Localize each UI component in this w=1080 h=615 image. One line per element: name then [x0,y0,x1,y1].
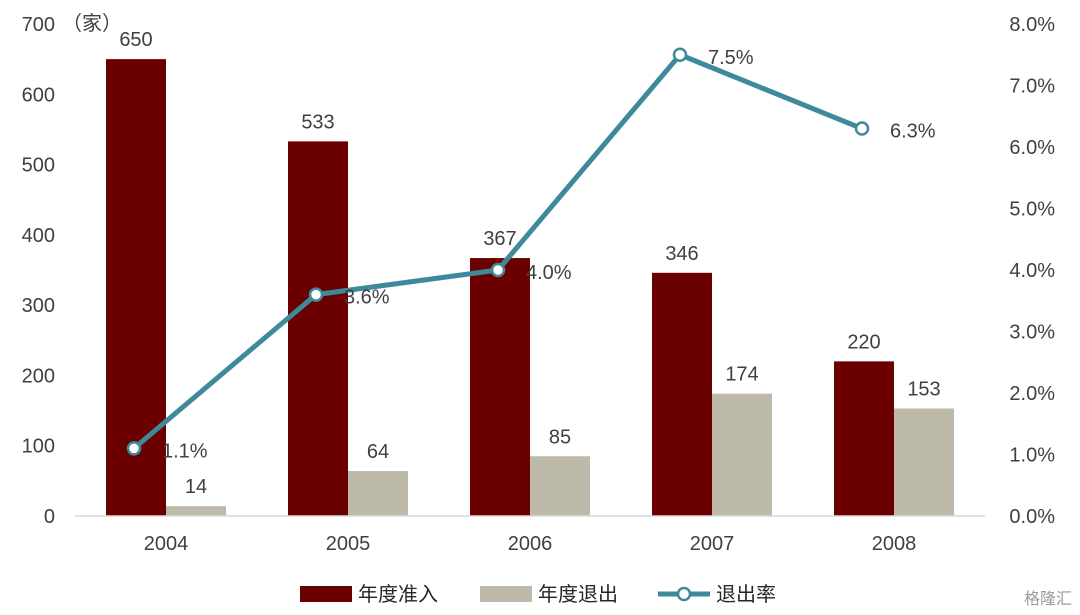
left-axis-tick-label: 700 [22,14,55,36]
bar-admission [470,258,530,516]
left-axis-tick-label: 400 [22,225,55,247]
bar-series: 650 14 533 64 367 85 346 174 220 153 [106,29,954,517]
bar-admission-data-label: 346 [665,243,698,265]
exit-rate-data-label: 6.3% [890,121,936,143]
bar-admission [288,141,348,516]
watermark-text: 格隆汇 [1023,589,1072,608]
left-axis-tick-label: 200 [22,365,55,387]
x-axis-ticks: 2004 2005 2006 2007 2008 [144,533,917,555]
left-axis-tick-label: 100 [22,436,55,458]
bar-exit [166,506,226,516]
exit-rate-point [854,121,870,136]
line-series: 1.1% 3.6% 4.0% 7.5% 6.3% [126,47,936,462]
right-axis-tick-label: 7.0% [1009,76,1055,98]
right-axis-tick-label: 8.0% [1009,14,1055,36]
legend-swatch-marker [676,586,692,602]
right-axis-tick-label: 4.0% [1009,260,1055,282]
bar-admission-data-label: 220 [847,331,880,353]
x-axis-tick-label: 2006 [508,533,553,555]
right-axis-tick-label: 6.0% [1009,137,1055,159]
bar-admission-data-label: 533 [301,111,334,133]
bar-admission [834,361,894,516]
legend: 年度准入 年度退出 退出率 [300,583,776,606]
right-axis-tick-label: 0.0% [1009,506,1055,528]
bar-exit [894,408,954,516]
legend-swatch [480,586,532,602]
bar-exit [530,456,590,516]
x-axis-tick-label: 2008 [872,533,917,555]
x-axis-tick-label: 2004 [144,533,189,555]
exit-rate-data-label: 7.5% [708,47,754,69]
bar-exit-data-label: 14 [185,476,207,498]
left-axis-tick-label: 300 [22,295,55,317]
bar-admission [106,59,166,517]
exit-rate-point [490,262,506,278]
left-axis-tick-label: 0 [44,506,55,528]
left-axis: 0 100 200 300 400 500 600 700 [22,14,55,528]
exit-rate-data-label: 4.0% [526,262,572,284]
legend-label: 年度退出 [538,583,618,606]
legend-swatch [300,586,352,602]
legend-label: 退出率 [716,583,776,606]
exit-rate-point [308,287,324,302]
bar-exit-data-label: 174 [725,364,758,386]
legend-label: 年度准入 [358,583,438,606]
bar-exit [348,471,408,516]
left-axis-unit-label: （家） [62,12,122,35]
right-axis: 0.0% 1.0% 2.0% 3.0% 4.0% 5.0% 6.0% 7.0% 8.0% [1009,14,1055,528]
exit-rate-data-label: 3.6% [344,287,390,309]
bar-exit-data-label: 153 [907,378,940,400]
bar-admission [652,272,712,516]
right-axis-tick-label: 1.0% [1009,445,1055,467]
left-axis-tick-label: 500 [22,155,55,177]
exit-rate-data-label: 1.1% [162,440,208,462]
right-axis-tick-label: 5.0% [1009,199,1055,221]
bar-exit [712,393,772,516]
left-axis-tick-label: 600 [22,84,55,106]
bar-admission-data-label: 650 [119,29,152,51]
bar-admission-data-label: 367 [483,228,516,250]
right-axis-tick-label: 2.0% [1009,383,1055,405]
exit-rate-point [672,47,688,62]
bar-exit-data-label: 85 [549,426,571,448]
x-axis-tick-label: 2005 [326,533,371,555]
bar-exit-data-label: 64 [367,441,389,463]
x-axis-tick-label: 2007 [690,533,735,555]
exit-rate-point [126,441,142,456]
right-axis-tick-label: 3.0% [1009,322,1055,344]
